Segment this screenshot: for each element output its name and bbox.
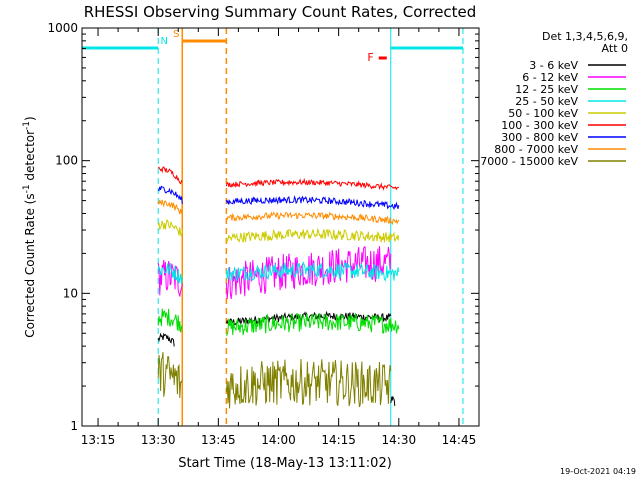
- y-axis-label-sup1: -1: [22, 184, 32, 193]
- series-trace: [225, 227, 400, 244]
- legend-header-line2: Att 0: [602, 42, 628, 55]
- series-trace: [225, 261, 400, 282]
- legend-label: 50 - 100 keV: [508, 107, 578, 120]
- series-trace: [225, 312, 400, 337]
- y-tick-label: 1000: [47, 21, 78, 35]
- y-axis-label-sup2: -1: [22, 121, 32, 130]
- y-axis-label-main: Corrected Count Rate (s: [23, 193, 37, 337]
- legend-label: 25 - 50 keV: [515, 95, 578, 108]
- series-trace: [157, 166, 183, 185]
- legend-label: 3 - 6 keV: [529, 59, 578, 72]
- legend-label: 100 - 300 keV: [501, 119, 578, 132]
- series-trace: [225, 358, 392, 409]
- x-tick-label: 14:00: [261, 433, 296, 447]
- series-trace: [157, 259, 183, 297]
- x-axis-label: Start Time (18-May-13 13:11:02): [178, 456, 392, 471]
- series-trace: [225, 195, 400, 210]
- x-tick-label: 14:15: [321, 433, 356, 447]
- y-tick-label: 1: [70, 419, 78, 433]
- y-axis-label-mid: detector: [23, 130, 37, 185]
- y-axis: 1 10 100 1000: [47, 21, 479, 433]
- legend-label: 800 - 7000 keV: [494, 143, 578, 156]
- legend-label: 12 - 25 keV: [515, 83, 578, 96]
- x-tick-label: 14:45: [442, 433, 477, 447]
- saa-label: S: [173, 29, 179, 40]
- plot-frame: [81, 27, 480, 427]
- chart-title: RHESSI Observing Summary Count Rates, Co…: [84, 3, 477, 21]
- x-axis: 13:15 13:30 13:45 14:00 14:15 14:30 14:45: [81, 28, 480, 447]
- series-trace: [390, 396, 396, 406]
- y-tick-label: 10: [63, 286, 78, 300]
- series-trace: [157, 308, 183, 333]
- series-trace: [157, 332, 175, 347]
- x-tick-label: 13:45: [201, 433, 236, 447]
- series-trace: [157, 263, 183, 285]
- legend-label: 7000 - 15000 keV: [480, 155, 578, 168]
- night-label: N: [160, 36, 167, 47]
- legend-label: 6 - 12 keV: [522, 71, 578, 84]
- y-tick-label: 100: [55, 154, 78, 168]
- series-trace: [157, 352, 183, 399]
- flare-label: F: [367, 51, 373, 64]
- y-axis-label-end: ): [23, 116, 37, 121]
- series-trace: [225, 177, 400, 191]
- x-tick-label: 14:30: [382, 433, 417, 447]
- legend-header-line1: Det 1,3,4,5,6,9,: [542, 30, 628, 43]
- series-trace: [157, 185, 183, 204]
- x-tick-label: 13:15: [81, 433, 116, 447]
- footer-date: 19-Oct-2021 04:19: [560, 467, 636, 476]
- y-axis-label: Corrected Count Rate (s-1 detector-1): [22, 116, 37, 337]
- series-trace: [226, 211, 400, 226]
- x-tick-label: 13:30: [141, 433, 176, 447]
- legend-label: 300 - 800 keV: [501, 131, 578, 144]
- series-trace: [157, 218, 183, 237]
- series-layer: [157, 166, 400, 409]
- series-trace: [157, 199, 183, 215]
